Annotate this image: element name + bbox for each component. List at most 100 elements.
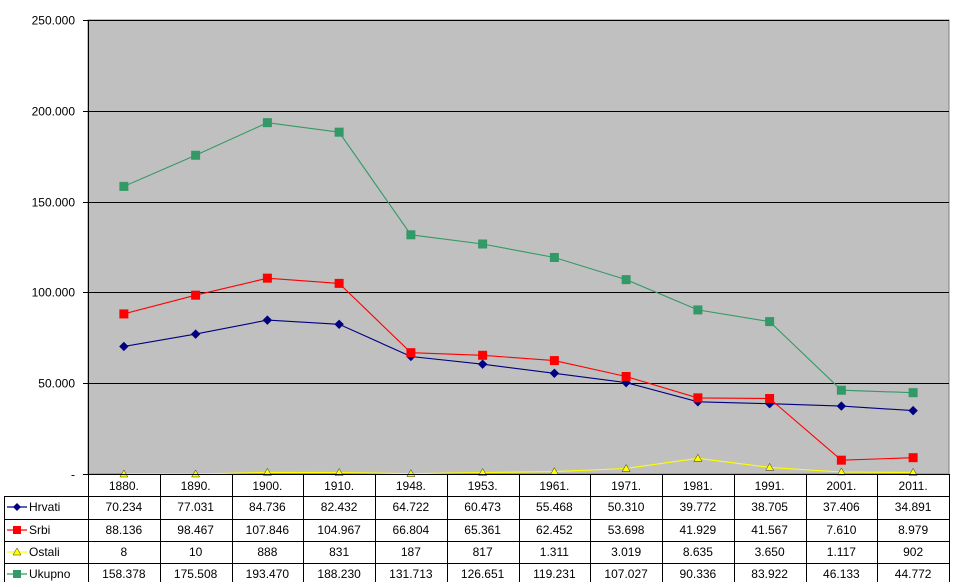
- table-cell-value: 8: [121, 545, 128, 559]
- data-point-ostali: [693, 453, 703, 462]
- table-cell-value: 37.406: [823, 500, 860, 514]
- table-cell-value: 46.133: [823, 567, 860, 581]
- x-category-label: 1880.: [109, 479, 139, 493]
- table-cell-value: 3.019: [611, 545, 641, 559]
- data-point-hrvati: [262, 315, 273, 325]
- table-cell-value: 175.508: [174, 567, 218, 581]
- data-point-srbi: [262, 273, 272, 283]
- table-cell-value: 104.967: [317, 523, 361, 537]
- table-cell-value: 10: [189, 545, 203, 559]
- data-point-ostali: [478, 468, 487, 476]
- data-point-ostali: [765, 462, 774, 471]
- table-cell-value: 98.467: [177, 523, 214, 537]
- data-point-ukupno: [119, 181, 129, 191]
- table-cell-value: 66.804: [393, 523, 430, 537]
- y-tick-label: 50.000: [38, 377, 75, 391]
- table-cell-value: 90.336: [680, 567, 717, 581]
- table-cell-value: 817: [473, 545, 493, 559]
- data-point-hrvati: [908, 405, 918, 416]
- legend-key-marker: [13, 570, 21, 578]
- y-tick-label: 200.000: [32, 105, 76, 119]
- table-cell-value: 53.698: [608, 523, 645, 537]
- table-cell-value: 41.929: [680, 523, 717, 537]
- data-point-ukupno: [908, 388, 918, 398]
- data-point-ukupno: [262, 118, 272, 128]
- x-category-label: 2011.: [899, 479, 928, 493]
- table-cell-value: 50.310: [608, 500, 645, 514]
- table-cell-value: 131.713: [389, 567, 433, 581]
- legend-label-ostali: Ostali: [29, 545, 60, 559]
- x-category-label: 1953.: [468, 479, 498, 493]
- data-point-ukupno: [406, 230, 416, 240]
- x-category-label: 1890.: [181, 479, 211, 493]
- data-point-hrvati: [190, 329, 201, 339]
- data-point-srbi: [549, 356, 559, 366]
- x-category-label: 2001.: [826, 479, 856, 493]
- y-tick-label: -: [71, 468, 75, 482]
- series-line-srbi: [123, 277, 914, 461]
- data-point-ostali: [119, 469, 129, 478]
- data-point-ukupno: [549, 252, 559, 262]
- series-line-ostali: [123, 457, 914, 475]
- table-cell-value: 82.432: [321, 500, 358, 514]
- table-cell-value: 34.891: [895, 500, 932, 514]
- x-category-label: 1971.: [611, 479, 641, 493]
- data-point-srbi: [334, 278, 344, 288]
- table-cell-value: 70.234: [106, 500, 143, 514]
- table-cell-value: 7.610: [826, 523, 856, 537]
- table-cell-value: 126.651: [461, 567, 505, 581]
- x-category-label: 1961.: [539, 479, 569, 493]
- data-point-ukupno: [621, 275, 631, 285]
- y-tick-label: 150.000: [32, 196, 76, 210]
- table-cell-value: 902: [903, 545, 923, 559]
- table-cell-value: 888: [257, 545, 277, 559]
- legend-label-ukupno: Ukupno: [29, 567, 71, 581]
- data-point-hrvati: [334, 319, 344, 330]
- data-point-ukupno: [693, 305, 703, 315]
- table-cell-value: 83.922: [751, 567, 788, 581]
- data-point-srbi: [478, 350, 488, 360]
- table-cell-value: 77.031: [177, 500, 214, 514]
- table-cell-value: 1.117: [827, 545, 856, 559]
- data-point-srbi: [406, 348, 416, 358]
- y-tick-label: 250.000: [32, 14, 76, 28]
- table-cell-value: 41.567: [751, 523, 788, 537]
- data-point-ukupno: [765, 317, 775, 327]
- x-category-label: 1910.: [324, 479, 354, 493]
- table-cell-value: 119.231: [533, 567, 576, 581]
- x-category-label: 1991.: [755, 479, 785, 493]
- x-category-label: 1981.: [683, 479, 713, 493]
- table-cell-value: 8.979: [898, 523, 928, 537]
- data-point-srbi: [621, 371, 631, 381]
- table-cell-value: 60.473: [464, 500, 501, 514]
- table-cell-value: 64.722: [393, 500, 430, 514]
- table-cell-value: 107.027: [604, 567, 648, 581]
- data-point-ukupno: [191, 150, 201, 160]
- data-point-srbi: [693, 393, 703, 403]
- legend-key-marker: [13, 526, 21, 534]
- data-point-ukupno: [836, 385, 846, 395]
- table-cell-value: 44.772: [895, 567, 932, 581]
- table-cell-value: 55.468: [536, 500, 573, 514]
- table-cell-value: 88.136: [106, 523, 143, 537]
- table-cell-value: 39.772: [680, 500, 717, 514]
- data-point-srbi: [836, 455, 846, 465]
- table-cell-value: 84.736: [249, 500, 286, 514]
- x-category-label: 1948.: [396, 479, 426, 493]
- data-point-srbi: [765, 394, 775, 404]
- data-point-srbi: [119, 309, 129, 319]
- data-point-ostali: [908, 467, 918, 476]
- table-cell-value: 187: [401, 545, 421, 559]
- x-category-label: 1900.: [252, 479, 282, 493]
- legend-key-marker: [13, 503, 21, 511]
- legend-label-srbi: Srbi: [29, 523, 50, 537]
- table-cell-value: 3.650: [755, 545, 785, 559]
- y-tick-label: 100.000: [32, 286, 76, 300]
- table-cell-value: 188.230: [317, 567, 361, 581]
- legend-label-hrvati: Hrvati: [29, 500, 60, 514]
- table-cell-value: 8.635: [683, 545, 713, 559]
- data-point-ostali: [621, 464, 631, 472]
- series-line-ukupno: [123, 122, 914, 394]
